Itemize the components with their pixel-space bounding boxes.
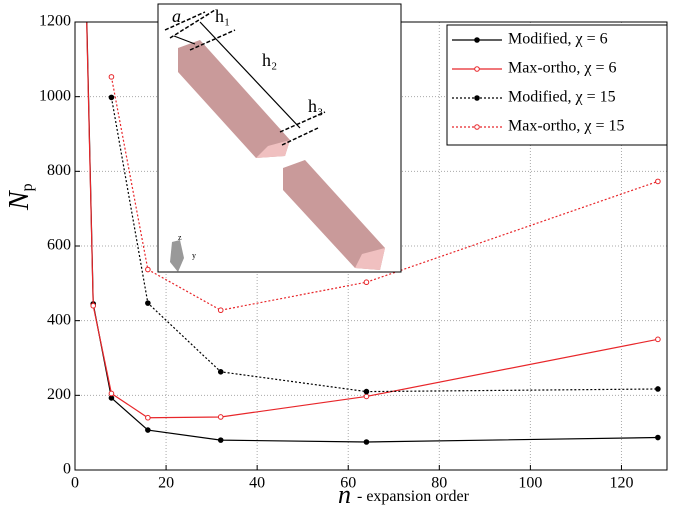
marker [146, 428, 151, 433]
x-tick-label: 80 [431, 475, 447, 492]
x-axis-label: n- expansion order [338, 480, 470, 509]
legend-label: Modified, χ = 15 [508, 89, 616, 106]
marker [364, 389, 369, 394]
legend-label: Max-ortho, χ = 6 [508, 60, 617, 77]
marker [656, 387, 661, 392]
marker [109, 95, 114, 100]
y-tick-label: 800 [47, 162, 71, 179]
y-axis-var: N [4, 190, 35, 211]
marker [109, 391, 114, 396]
marker [475, 125, 480, 130]
x-axis-text: - expansion order [357, 488, 470, 505]
y-tick-label: 1200 [39, 13, 71, 30]
marker [475, 96, 480, 101]
marker [109, 396, 114, 401]
marker [218, 308, 223, 313]
chart: a h₁ h₂ h₃ z y Modified, χ = 6 Max-ortho,… [0, 0, 696, 513]
marker [475, 67, 480, 72]
inset-axis-label: y [192, 251, 196, 260]
y-tick-label: 200 [47, 386, 71, 403]
marker [146, 415, 151, 420]
y-axis-sub: p [19, 183, 36, 191]
y-tick-label: 1000 [39, 87, 71, 104]
marker [475, 38, 480, 43]
marker [364, 280, 369, 285]
inset-label: h₃ [308, 96, 323, 116]
marker [91, 303, 96, 308]
inset-label: a [172, 6, 181, 26]
marker [109, 75, 114, 80]
y-axis-label: Np [4, 183, 35, 211]
inset-axis-label: z [178, 233, 182, 242]
marker [146, 267, 151, 272]
legend-label: Modified, χ = 6 [508, 31, 608, 48]
marker [364, 440, 369, 445]
x-tick-label: 0 [71, 475, 79, 492]
marker [364, 394, 369, 399]
x-tick-label: 40 [249, 475, 265, 492]
marker [656, 435, 661, 440]
legend: Modified, χ = 6 Max-ortho, χ = 6 Modified,… [447, 25, 667, 145]
inset-label: h₂ [262, 50, 277, 70]
x-tick-label: 20 [158, 475, 174, 492]
x-tick-label: 120 [609, 475, 633, 492]
marker [656, 179, 661, 184]
inset-label: h₁ [215, 6, 230, 26]
marker [218, 415, 223, 420]
x-tick-label: 100 [518, 475, 542, 492]
marker [218, 370, 223, 375]
marker [656, 337, 661, 342]
y-tick-label: 600 [47, 237, 71, 254]
y-tick-label: 0 [63, 461, 71, 478]
y-tick-label: 400 [47, 311, 71, 328]
marker [218, 438, 223, 443]
inset-diagram: a h₁ h₂ h₃ z y [158, 4, 401, 272]
legend-label: Max-ortho, χ = 15 [508, 118, 625, 135]
x-tick-label: 60 [340, 475, 356, 492]
marker [146, 301, 151, 306]
